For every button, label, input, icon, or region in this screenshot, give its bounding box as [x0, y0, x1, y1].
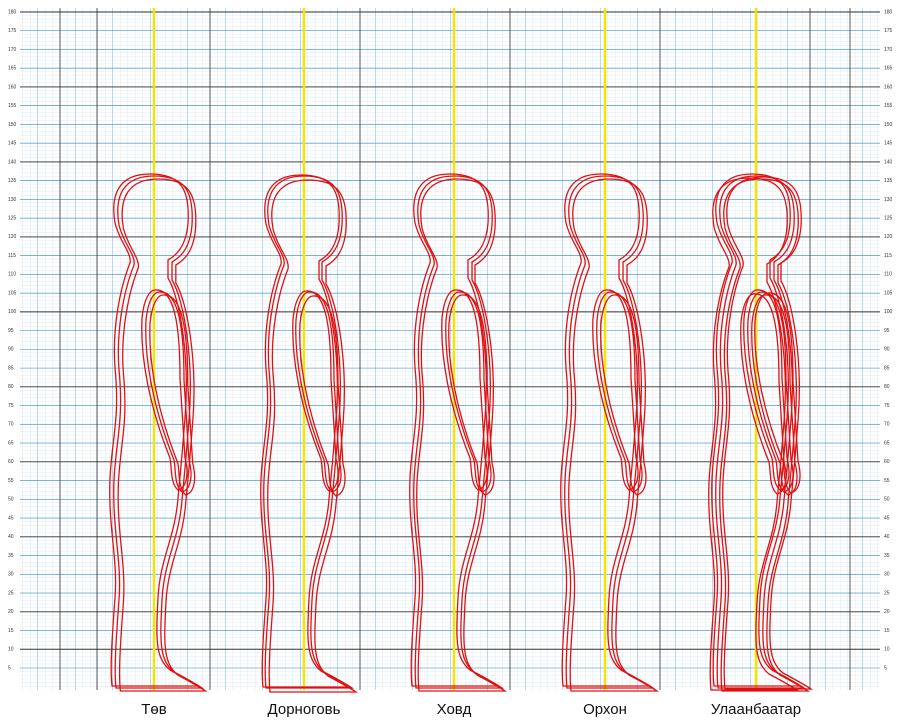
y-tick-label-right: 100 — [884, 309, 893, 315]
y-tick-label-right: 160 — [884, 84, 893, 90]
grid-lines — [20, 11, 880, 669]
y-tick-label-right: 25 — [884, 590, 890, 596]
region-label: Төв — [141, 701, 167, 718]
y-tick-label-left: 115 — [8, 253, 16, 259]
y-tick-label-left: 150 — [8, 122, 17, 128]
y-tick-label-right: 45 — [884, 515, 890, 521]
y-tick-label-left: 165 — [8, 66, 17, 72]
y-tick-label-left: 145 — [8, 141, 17, 147]
region-label: Дорноговь — [268, 701, 341, 718]
y-tick-label-right: 120 — [884, 234, 893, 240]
y-tick-label-left: 30 — [8, 572, 14, 578]
y-tick-label-right: 110 — [884, 272, 892, 278]
vertical-dark-lines — [59, 8, 851, 690]
y-tick-label-right: 75 — [884, 403, 890, 409]
y-tick-label-right: 35 — [884, 553, 890, 559]
y-tick-label-left: 60 — [8, 459, 14, 465]
region-labels: Төв Дорноговь Ховд Орхон Улаанбаатар — [141, 701, 801, 718]
y-tick-label-left: 100 — [8, 309, 17, 315]
y-tick-label-left: 160 — [8, 84, 17, 90]
y-tick-label-right: 70 — [884, 422, 890, 428]
y-tick-label-left: 70 — [8, 422, 14, 428]
y-tick-label-left: 10 — [8, 647, 14, 653]
y-tick-label-right: 30 — [884, 572, 890, 578]
y-tick-label-left: 90 — [8, 347, 14, 353]
y-tick-label-right: 90 — [884, 347, 890, 353]
y-tick-label-left: 80 — [8, 384, 14, 390]
y-tick-label-right: 55 — [884, 478, 890, 484]
y-tick-label-left: 5 — [8, 665, 11, 671]
y-tick-label-right: 5 — [884, 665, 887, 671]
y-tick-label-left: 15 — [8, 628, 14, 634]
y-tick-label-left: 95 — [8, 328, 14, 334]
region-label: Орхон — [583, 701, 627, 718]
y-tick-label-right: 175 — [884, 28, 893, 34]
y-tick-label-left: 170 — [8, 47, 17, 53]
mid-grid — [20, 8, 880, 690]
y-tick-label-left: 135 — [8, 178, 17, 184]
y-tick-label-left: 50 — [8, 497, 14, 503]
y-tick-label-left: 175 — [8, 28, 17, 34]
y-tick-label-right: 40 — [884, 534, 890, 540]
y-tick-label-right: 95 — [884, 328, 890, 334]
y-tick-label-right: 145 — [884, 141, 893, 147]
y-tick-label-left: 180 — [8, 9, 17, 15]
y-tick-label-right: 135 — [884, 178, 893, 184]
y-tick-label-right: 170 — [884, 47, 893, 53]
y-tick-label-right: 10 — [884, 647, 890, 653]
y-tick-label-right: 130 — [884, 197, 893, 203]
y-tick-label-right: 150 — [884, 122, 893, 128]
reference-lines — [152, 8, 758, 690]
y-tick-label-left: 25 — [8, 590, 14, 596]
y-tick-label-right: 60 — [884, 459, 890, 465]
y-tick-label-left: 20 — [8, 609, 14, 615]
y-tick-label-right: 80 — [884, 384, 890, 390]
region-label: Ховд — [437, 701, 472, 718]
y-tick-label-left: 35 — [8, 553, 14, 559]
y-tick-label-right: 15 — [884, 628, 890, 634]
y-tick-label-left: 120 — [8, 234, 17, 240]
y-tick-label-right: 165 — [884, 66, 893, 72]
y-tick-label-right: 50 — [884, 497, 890, 503]
y-tick-label-left: 55 — [8, 478, 14, 484]
y-tick-label-right: 155 — [884, 103, 893, 109]
y-tick-label-right: 20 — [884, 609, 890, 615]
y-tick-label-left: 105 — [8, 290, 17, 296]
y-tick-label-left: 65 — [8, 440, 14, 446]
y-tick-label-right: 65 — [884, 440, 890, 446]
y-tick-label-right: 125 — [884, 215, 893, 221]
y-tick-label-right: 85 — [884, 365, 890, 371]
y-tick-label-left: 45 — [8, 515, 14, 521]
y-tick-label-left: 40 — [8, 534, 14, 540]
y-tick-label-right: 115 — [884, 253, 892, 259]
y-tick-label-left: 130 — [8, 197, 17, 203]
region-label: Улаанбаатар — [711, 701, 801, 718]
y-tick-label-left: 125 — [8, 215, 17, 221]
y-tick-label-right: 180 — [884, 9, 893, 15]
y-tick-label-left: 155 — [8, 103, 17, 109]
y-tick-label-left: 140 — [8, 159, 17, 165]
y-tick-label-left: 110 — [8, 272, 16, 278]
y-tick-label-left: 85 — [8, 365, 14, 371]
y-tick-label-right: 105 — [884, 290, 893, 296]
y-tick-label-left: 75 — [8, 403, 14, 409]
y-tick-label-right: 140 — [884, 159, 893, 165]
